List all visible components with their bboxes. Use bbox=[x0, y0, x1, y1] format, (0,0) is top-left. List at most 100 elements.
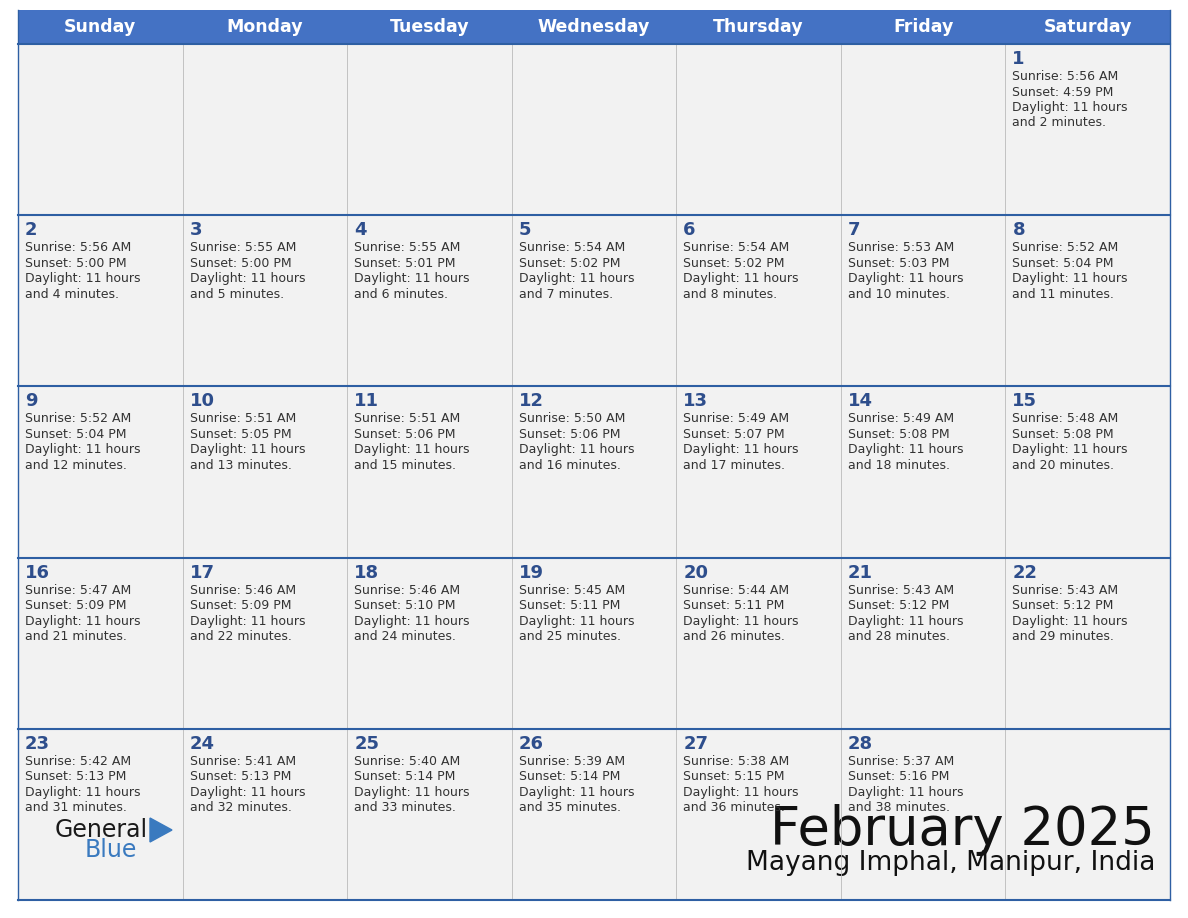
Text: 24: 24 bbox=[190, 734, 215, 753]
Text: Sunset: 5:02 PM: Sunset: 5:02 PM bbox=[519, 257, 620, 270]
Text: Sunset: 5:15 PM: Sunset: 5:15 PM bbox=[683, 770, 785, 783]
Text: Sunset: 5:12 PM: Sunset: 5:12 PM bbox=[848, 599, 949, 612]
Text: Sunset: 5:01 PM: Sunset: 5:01 PM bbox=[354, 257, 456, 270]
Text: Sunrise: 5:50 AM: Sunrise: 5:50 AM bbox=[519, 412, 625, 425]
Text: Sunrise: 5:45 AM: Sunrise: 5:45 AM bbox=[519, 584, 625, 597]
Text: Daylight: 11 hours: Daylight: 11 hours bbox=[190, 443, 305, 456]
Text: and 12 minutes.: and 12 minutes. bbox=[25, 459, 127, 472]
Text: Sunset: 5:14 PM: Sunset: 5:14 PM bbox=[354, 770, 455, 783]
Text: and 11 minutes.: and 11 minutes. bbox=[1012, 287, 1114, 301]
Text: Sunrise: 5:46 AM: Sunrise: 5:46 AM bbox=[190, 584, 296, 597]
Text: Sunset: 5:10 PM: Sunset: 5:10 PM bbox=[354, 599, 456, 612]
Text: 4: 4 bbox=[354, 221, 367, 240]
Text: General: General bbox=[55, 818, 148, 842]
Text: Sunset: 5:00 PM: Sunset: 5:00 PM bbox=[190, 257, 291, 270]
Text: Sunset: 5:08 PM: Sunset: 5:08 PM bbox=[848, 428, 949, 441]
Text: 1: 1 bbox=[1012, 50, 1025, 68]
Text: 16: 16 bbox=[25, 564, 50, 582]
Text: and 29 minutes.: and 29 minutes. bbox=[1012, 630, 1114, 644]
Text: and 25 minutes.: and 25 minutes. bbox=[519, 630, 620, 644]
Text: 14: 14 bbox=[848, 392, 873, 410]
Text: 28: 28 bbox=[848, 734, 873, 753]
Text: 9: 9 bbox=[25, 392, 38, 410]
Text: 6: 6 bbox=[683, 221, 696, 240]
Text: Sunrise: 5:51 AM: Sunrise: 5:51 AM bbox=[354, 412, 461, 425]
Text: 19: 19 bbox=[519, 564, 544, 582]
Text: Sunset: 5:09 PM: Sunset: 5:09 PM bbox=[190, 599, 291, 612]
Text: Daylight: 11 hours: Daylight: 11 hours bbox=[519, 614, 634, 628]
Text: Sunrise: 5:37 AM: Sunrise: 5:37 AM bbox=[848, 755, 954, 767]
Text: Daylight: 11 hours: Daylight: 11 hours bbox=[354, 614, 469, 628]
Text: Sunset: 5:14 PM: Sunset: 5:14 PM bbox=[519, 770, 620, 783]
Text: Sunrise: 5:56 AM: Sunrise: 5:56 AM bbox=[1012, 70, 1119, 83]
Text: Sunrise: 5:49 AM: Sunrise: 5:49 AM bbox=[848, 412, 954, 425]
Text: 18: 18 bbox=[354, 564, 379, 582]
Text: Thursday: Thursday bbox=[713, 18, 804, 36]
Text: Daylight: 11 hours: Daylight: 11 hours bbox=[354, 273, 469, 285]
Text: 15: 15 bbox=[1012, 392, 1037, 410]
Text: Sunset: 5:05 PM: Sunset: 5:05 PM bbox=[190, 428, 291, 441]
Text: Sunset: 5:03 PM: Sunset: 5:03 PM bbox=[848, 257, 949, 270]
Text: Daylight: 11 hours: Daylight: 11 hours bbox=[1012, 101, 1127, 114]
Text: Sunrise: 5:54 AM: Sunrise: 5:54 AM bbox=[683, 241, 790, 254]
Text: 8: 8 bbox=[1012, 221, 1025, 240]
Text: and 21 minutes.: and 21 minutes. bbox=[25, 630, 127, 644]
Text: Sunrise: 5:52 AM: Sunrise: 5:52 AM bbox=[25, 412, 131, 425]
Text: Sunrise: 5:46 AM: Sunrise: 5:46 AM bbox=[354, 584, 460, 597]
Text: and 35 minutes.: and 35 minutes. bbox=[519, 801, 620, 814]
Text: Daylight: 11 hours: Daylight: 11 hours bbox=[519, 273, 634, 285]
Text: 5: 5 bbox=[519, 221, 531, 240]
Text: Daylight: 11 hours: Daylight: 11 hours bbox=[190, 273, 305, 285]
Text: and 22 minutes.: and 22 minutes. bbox=[190, 630, 291, 644]
Text: Sunset: 5:02 PM: Sunset: 5:02 PM bbox=[683, 257, 785, 270]
Text: Daylight: 11 hours: Daylight: 11 hours bbox=[1012, 614, 1127, 628]
Bar bbox=[18, 729, 1170, 900]
Text: Blue: Blue bbox=[86, 838, 138, 862]
Text: and 13 minutes.: and 13 minutes. bbox=[190, 459, 291, 472]
Text: Daylight: 11 hours: Daylight: 11 hours bbox=[25, 443, 140, 456]
Text: and 10 minutes.: and 10 minutes. bbox=[848, 287, 950, 301]
Text: Sunset: 5:00 PM: Sunset: 5:00 PM bbox=[25, 257, 127, 270]
Text: Daylight: 11 hours: Daylight: 11 hours bbox=[190, 786, 305, 799]
Bar bbox=[18, 557, 1170, 729]
Text: Sunset: 5:11 PM: Sunset: 5:11 PM bbox=[683, 599, 784, 612]
Text: 13: 13 bbox=[683, 392, 708, 410]
Text: Sunset: 5:08 PM: Sunset: 5:08 PM bbox=[1012, 428, 1114, 441]
Text: Daylight: 11 hours: Daylight: 11 hours bbox=[848, 614, 963, 628]
Text: Daylight: 11 hours: Daylight: 11 hours bbox=[683, 614, 798, 628]
Text: 10: 10 bbox=[190, 392, 215, 410]
Text: Daylight: 11 hours: Daylight: 11 hours bbox=[519, 786, 634, 799]
Text: Daylight: 11 hours: Daylight: 11 hours bbox=[683, 786, 798, 799]
Text: Sunset: 5:06 PM: Sunset: 5:06 PM bbox=[354, 428, 456, 441]
Text: and 33 minutes.: and 33 minutes. bbox=[354, 801, 456, 814]
Text: Monday: Monday bbox=[227, 18, 303, 36]
Text: Daylight: 11 hours: Daylight: 11 hours bbox=[1012, 443, 1127, 456]
Text: Sunrise: 5:55 AM: Sunrise: 5:55 AM bbox=[190, 241, 296, 254]
Bar bbox=[18, 44, 1170, 215]
Polygon shape bbox=[150, 818, 172, 842]
Text: and 17 minutes.: and 17 minutes. bbox=[683, 459, 785, 472]
Text: Sunrise: 5:38 AM: Sunrise: 5:38 AM bbox=[683, 755, 790, 767]
Text: Daylight: 11 hours: Daylight: 11 hours bbox=[683, 443, 798, 456]
Text: Sunday: Sunday bbox=[64, 18, 137, 36]
Text: and 8 minutes.: and 8 minutes. bbox=[683, 287, 777, 301]
Text: Sunrise: 5:51 AM: Sunrise: 5:51 AM bbox=[190, 412, 296, 425]
Text: and 6 minutes.: and 6 minutes. bbox=[354, 287, 448, 301]
Text: Sunrise: 5:52 AM: Sunrise: 5:52 AM bbox=[1012, 241, 1119, 254]
Text: Sunset: 5:13 PM: Sunset: 5:13 PM bbox=[25, 770, 126, 783]
Text: Daylight: 11 hours: Daylight: 11 hours bbox=[519, 443, 634, 456]
Text: Saturday: Saturday bbox=[1043, 18, 1132, 36]
Text: Sunrise: 5:44 AM: Sunrise: 5:44 AM bbox=[683, 584, 789, 597]
Text: Sunset: 5:04 PM: Sunset: 5:04 PM bbox=[25, 428, 126, 441]
Text: Sunrise: 5:47 AM: Sunrise: 5:47 AM bbox=[25, 584, 131, 597]
Text: and 4 minutes.: and 4 minutes. bbox=[25, 287, 119, 301]
Text: 12: 12 bbox=[519, 392, 544, 410]
Text: Tuesday: Tuesday bbox=[390, 18, 469, 36]
Bar bbox=[18, 215, 1170, 386]
Text: Daylight: 11 hours: Daylight: 11 hours bbox=[683, 273, 798, 285]
Text: 17: 17 bbox=[190, 564, 215, 582]
Text: 20: 20 bbox=[683, 564, 708, 582]
Text: and 7 minutes.: and 7 minutes. bbox=[519, 287, 613, 301]
Bar bbox=[18, 10, 1170, 44]
Text: Sunset: 5:12 PM: Sunset: 5:12 PM bbox=[1012, 599, 1114, 612]
